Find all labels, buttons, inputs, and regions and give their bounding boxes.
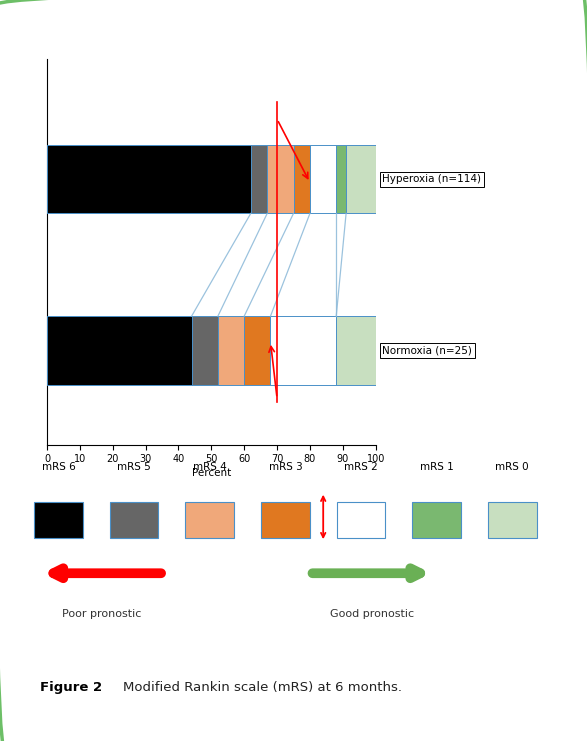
Bar — [310, 145, 336, 213]
Bar — [47, 145, 251, 213]
Text: mRS 0: mRS 0 — [495, 462, 529, 472]
Text: Normoxia (n=25): Normoxia (n=25) — [382, 345, 472, 356]
Text: Hyperoxia (n=114): Hyperoxia (n=114) — [382, 174, 481, 185]
Bar — [251, 145, 267, 213]
FancyBboxPatch shape — [337, 502, 385, 538]
Bar — [47, 316, 191, 385]
FancyBboxPatch shape — [110, 502, 158, 538]
Text: mRS 3: mRS 3 — [268, 462, 302, 472]
FancyBboxPatch shape — [185, 502, 234, 538]
Bar — [244, 316, 271, 385]
Text: mRS 1: mRS 1 — [420, 462, 454, 472]
Text: Modified Rankin scale (mRS) at 6 months.: Modified Rankin scale (mRS) at 6 months. — [123, 681, 402, 694]
Bar — [218, 316, 244, 385]
Bar — [191, 316, 218, 385]
Text: Figure 2: Figure 2 — [40, 681, 102, 694]
Bar — [294, 145, 310, 213]
Text: mRS 5: mRS 5 — [117, 462, 151, 472]
Bar — [346, 145, 376, 213]
Bar — [336, 145, 346, 213]
FancyBboxPatch shape — [488, 502, 537, 538]
X-axis label: Percent: Percent — [192, 468, 231, 479]
Bar — [271, 316, 336, 385]
Text: Good pronostic: Good pronostic — [330, 609, 414, 619]
Text: mRS 2: mRS 2 — [344, 462, 378, 472]
FancyBboxPatch shape — [412, 502, 461, 538]
Text: Poor pronostic: Poor pronostic — [62, 609, 141, 619]
FancyBboxPatch shape — [34, 502, 83, 538]
Text: mRS 6: mRS 6 — [42, 462, 76, 472]
Bar — [336, 316, 376, 385]
FancyBboxPatch shape — [261, 502, 310, 538]
Text: mRS 4: mRS 4 — [193, 462, 227, 472]
Bar — [267, 145, 294, 213]
